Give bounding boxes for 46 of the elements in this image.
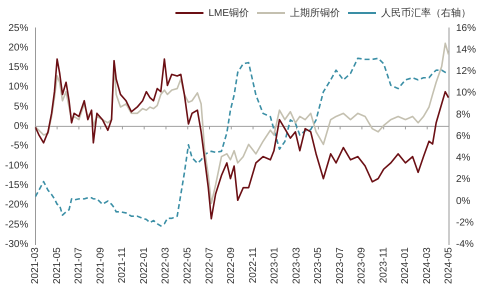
y-tick-label: 10% bbox=[8, 82, 28, 93]
x-tick-label: 2021-03 bbox=[30, 246, 42, 284]
y-tick-label: -30% bbox=[4, 239, 28, 250]
legend-label: 上期所铜价 bbox=[290, 6, 340, 19]
x-tick-label: 2024-01 bbox=[400, 246, 412, 284]
x-tick-label: 2022-11 bbox=[248, 246, 259, 284]
x-tick-label: 2022-07 bbox=[204, 246, 216, 284]
x-tick-label: 2023-07 bbox=[334, 246, 346, 284]
x-tick-label: 2023-01 bbox=[270, 246, 281, 284]
x-tick-label: 2021-09 bbox=[95, 246, 106, 284]
y2-tick-label: 14% bbox=[456, 44, 476, 56]
y-tick-label: 15% bbox=[8, 62, 28, 74]
y2-tick-label: 6% bbox=[456, 130, 471, 142]
legend-label: LME铜价 bbox=[208, 6, 249, 19]
x-tick-label: 2024-05 bbox=[444, 246, 455, 284]
x-tick-label: 2023-09 bbox=[356, 246, 368, 284]
y2-tick-label: 0% bbox=[456, 196, 471, 207]
y2-tick-label: 2% bbox=[456, 174, 471, 186]
legend-label: 人民币汇率（右轴） bbox=[381, 6, 471, 19]
y2-tick-label: 4% bbox=[456, 152, 471, 164]
y2-tick-label: 16% bbox=[456, 22, 476, 34]
x-tick-label: 2023-03 bbox=[291, 246, 302, 284]
x-tick-label: 2024-03 bbox=[422, 246, 433, 284]
y2-tick-label: 12% bbox=[456, 66, 476, 78]
x-tick-label: 2022-05 bbox=[182, 246, 194, 284]
y-tick-label: -5% bbox=[10, 140, 28, 152]
y2-tick-label: -2% bbox=[456, 217, 474, 228]
x-tick-label: 2021-05 bbox=[52, 246, 63, 284]
y-tick-label: 0% bbox=[14, 121, 28, 132]
y-tick-label: 25% bbox=[8, 22, 28, 34]
x-tick-label: 2022-01 bbox=[138, 246, 150, 284]
x-tick-label: 2022-03 bbox=[160, 246, 172, 284]
y-tick-label: -10% bbox=[4, 160, 28, 172]
y-tick-label: -25% bbox=[4, 219, 28, 230]
x-tick-label: 2022-09 bbox=[226, 246, 238, 284]
y2-tick-label: 10% bbox=[456, 88, 476, 99]
x-tick-label: 2023-05 bbox=[313, 246, 324, 284]
y-tick-label: -20% bbox=[4, 200, 28, 211]
y2-tick-label: 8% bbox=[456, 109, 471, 120]
y2-tick-label: -4% bbox=[456, 239, 474, 250]
y-tick-label: 20% bbox=[8, 42, 28, 54]
x-tick-label: 2023-11 bbox=[378, 246, 390, 284]
y-tick-label: 5% bbox=[14, 101, 28, 112]
x-tick-label: 2021-11 bbox=[117, 246, 128, 284]
x-tick-label: 2021-07 bbox=[74, 246, 85, 284]
y-tick-label: -15% bbox=[4, 180, 28, 192]
